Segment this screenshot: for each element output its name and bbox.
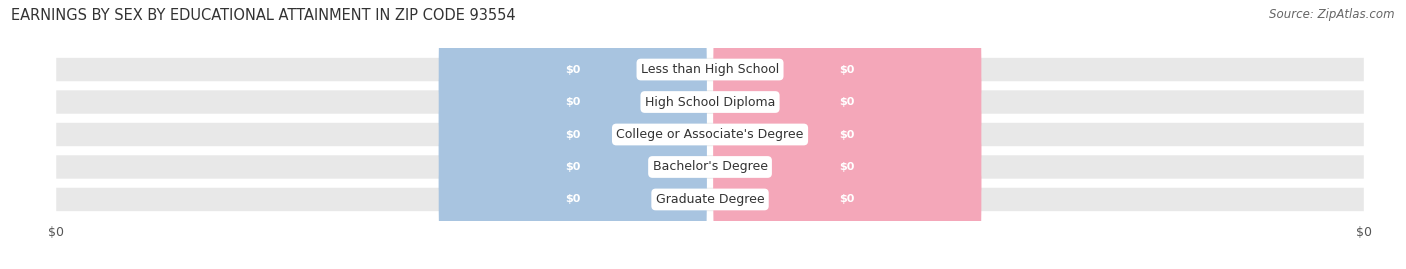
FancyBboxPatch shape xyxy=(713,76,981,193)
Text: EARNINGS BY SEX BY EDUCATIONAL ATTAINMENT IN ZIP CODE 93554: EARNINGS BY SEX BY EDUCATIONAL ATTAINMEN… xyxy=(11,8,516,23)
FancyBboxPatch shape xyxy=(713,11,981,128)
Text: Source: ZipAtlas.com: Source: ZipAtlas.com xyxy=(1270,8,1395,21)
FancyBboxPatch shape xyxy=(56,90,1364,114)
Text: Less than High School: Less than High School xyxy=(641,63,779,76)
Text: High School Diploma: High School Diploma xyxy=(645,95,775,108)
FancyBboxPatch shape xyxy=(439,43,707,161)
FancyBboxPatch shape xyxy=(439,76,707,193)
FancyBboxPatch shape xyxy=(713,108,981,226)
FancyBboxPatch shape xyxy=(439,108,707,226)
Text: $0: $0 xyxy=(565,97,581,107)
Text: $0: $0 xyxy=(839,65,855,75)
FancyBboxPatch shape xyxy=(439,11,707,128)
Text: $0: $0 xyxy=(839,97,855,107)
Text: $0: $0 xyxy=(565,129,581,140)
FancyBboxPatch shape xyxy=(713,43,981,161)
FancyBboxPatch shape xyxy=(439,141,707,258)
Text: $0: $0 xyxy=(565,65,581,75)
FancyBboxPatch shape xyxy=(713,141,981,258)
Text: $0: $0 xyxy=(839,162,855,172)
Text: Bachelor's Degree: Bachelor's Degree xyxy=(652,161,768,174)
FancyBboxPatch shape xyxy=(56,58,1364,81)
Text: Graduate Degree: Graduate Degree xyxy=(655,193,765,206)
FancyBboxPatch shape xyxy=(56,188,1364,211)
Text: College or Associate's Degree: College or Associate's Degree xyxy=(616,128,804,141)
Text: $0: $0 xyxy=(565,194,581,204)
FancyBboxPatch shape xyxy=(56,123,1364,146)
Text: $0: $0 xyxy=(839,129,855,140)
Text: $0: $0 xyxy=(565,162,581,172)
Text: $0: $0 xyxy=(839,194,855,204)
FancyBboxPatch shape xyxy=(56,155,1364,179)
